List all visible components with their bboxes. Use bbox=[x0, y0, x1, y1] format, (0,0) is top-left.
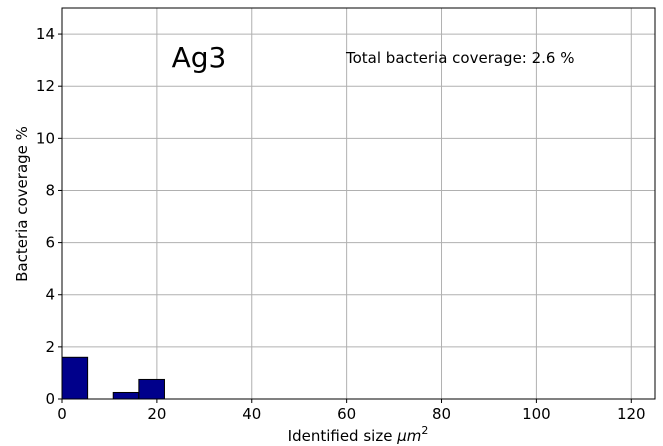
histogram-bar bbox=[138, 378, 165, 400]
histogram-bar bbox=[61, 356, 89, 400]
x-tick-label: 0 bbox=[57, 405, 67, 423]
y-tick-label: 2 bbox=[45, 338, 55, 356]
y-tick-label: 8 bbox=[45, 181, 55, 199]
y-tick-label: 4 bbox=[45, 286, 55, 304]
plot-frame bbox=[61, 7, 656, 400]
y-tick-label: 0 bbox=[45, 390, 55, 408]
y-tick-label: 14 bbox=[36, 25, 55, 43]
x-axis-label: Identified size μm2 bbox=[288, 424, 429, 445]
x-tick-label: 60 bbox=[337, 405, 356, 423]
x-tick-label: 120 bbox=[617, 405, 646, 423]
x-axis-label-exponent: 2 bbox=[421, 424, 428, 437]
y-axis-ticks: 0 2 4 6 8 10 12 14 bbox=[36, 25, 62, 408]
sample-annotation: Ag3 bbox=[172, 41, 227, 74]
x-tick-label: 40 bbox=[242, 405, 261, 423]
x-tick-label: 100 bbox=[522, 405, 551, 423]
x-axis-ticks: 0 20 40 60 80 100 120 bbox=[57, 399, 646, 423]
y-tick-label: 10 bbox=[36, 129, 55, 147]
x-tick-label: 80 bbox=[432, 405, 451, 423]
grid-lines bbox=[61, 8, 655, 400]
x-axis-label-unit: μm bbox=[396, 427, 421, 445]
x-axis-label-text: Identified size bbox=[288, 427, 398, 445]
y-tick-label: 6 bbox=[45, 234, 55, 252]
bars-group bbox=[61, 356, 165, 400]
histogram-bar bbox=[112, 391, 140, 400]
y-axis-label: Bacteria coverage % bbox=[13, 126, 31, 282]
x-tick-label: 20 bbox=[147, 405, 166, 423]
y-tick-label: 12 bbox=[36, 77, 55, 95]
total-coverage-annotation: Total bacteria coverage: 2.6 % bbox=[345, 49, 575, 67]
